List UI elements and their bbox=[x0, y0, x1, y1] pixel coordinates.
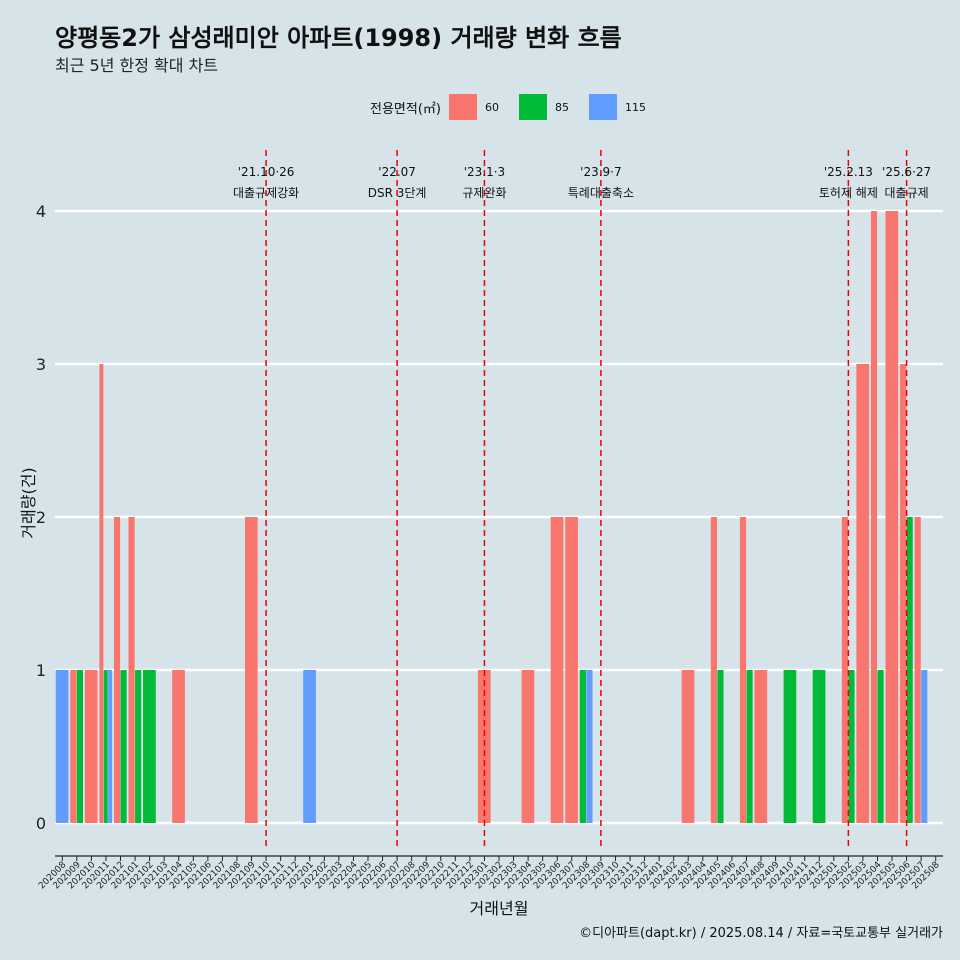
bar-85 bbox=[103, 670, 108, 823]
event-label: DSR 3단계 bbox=[368, 186, 427, 200]
bar-60 bbox=[477, 670, 491, 823]
event-date: '23.9·7 bbox=[580, 165, 621, 179]
bar-60 bbox=[681, 670, 695, 823]
legend-key-115 bbox=[588, 94, 617, 120]
legend-title: 전용면적(㎡) bbox=[370, 101, 441, 117]
chart-title: 양평동2가 삼성래미안 아파트(1998) 거래량 변화 흐름 bbox=[55, 24, 622, 52]
bar-85 bbox=[812, 670, 826, 823]
bar-85 bbox=[717, 670, 724, 823]
y-axis-title: 거래량(건) bbox=[19, 467, 38, 538]
bar-85 bbox=[783, 670, 797, 823]
bar-60 bbox=[521, 670, 535, 823]
bar-85 bbox=[746, 670, 753, 823]
event-date: '21.10·26 bbox=[238, 165, 295, 179]
bar-60 bbox=[841, 517, 848, 823]
bar-85 bbox=[877, 670, 884, 823]
legend-key-60 bbox=[448, 94, 477, 120]
bar-85 bbox=[120, 670, 127, 823]
bar-115 bbox=[108, 670, 113, 823]
bar-85 bbox=[135, 670, 142, 823]
bar-85 bbox=[143, 670, 156, 823]
bar-85 bbox=[76, 670, 83, 823]
bar-60 bbox=[172, 670, 185, 823]
y-tick-label: 0 bbox=[36, 814, 46, 833]
bar-60 bbox=[70, 670, 77, 823]
bar-60 bbox=[128, 517, 135, 823]
y-tick-label: 1 bbox=[36, 661, 46, 680]
bar-115 bbox=[303, 670, 316, 823]
event-date: '22.07 bbox=[378, 165, 416, 179]
bar-60 bbox=[550, 517, 564, 823]
event-label: 규제완화 bbox=[462, 186, 506, 200]
event-date: '25.6·27 bbox=[882, 165, 931, 179]
bar-60 bbox=[856, 364, 870, 823]
bar-60 bbox=[900, 364, 907, 823]
bar-115 bbox=[586, 670, 593, 823]
event-label: 토허제 해제 bbox=[819, 186, 878, 200]
bar-60 bbox=[113, 517, 121, 823]
bar-60 bbox=[754, 670, 768, 823]
bar-115 bbox=[921, 670, 928, 823]
bar-60 bbox=[914, 517, 921, 823]
bar-60 bbox=[739, 517, 747, 823]
event-date: '23.1·3 bbox=[464, 165, 505, 179]
bar-60 bbox=[244, 517, 258, 823]
y-tick-label: 2 bbox=[36, 508, 46, 527]
bar-85 bbox=[906, 517, 913, 823]
bar-60 bbox=[84, 670, 98, 823]
source-caption: ©디아파트(dapt.kr) / 2025.08.14 / 자료=국토교통부 실… bbox=[579, 926, 943, 941]
event-label: 특례대출축소 bbox=[568, 186, 634, 200]
legend-label-115: 115 bbox=[624, 100, 646, 114]
chart-subtitle: 최근 5년 한정 확대 차트 bbox=[55, 56, 219, 75]
y-tick-label: 3 bbox=[36, 355, 46, 374]
legend-label-85: 85 bbox=[554, 100, 569, 114]
event-date: '25.2.13 bbox=[824, 165, 873, 179]
bar-60 bbox=[885, 211, 899, 823]
x-axis-title: 거래년월 bbox=[470, 899, 529, 918]
bar-60 bbox=[99, 364, 104, 823]
bar-85 bbox=[848, 670, 855, 823]
legend-label-60: 60 bbox=[484, 100, 499, 114]
bar-85 bbox=[579, 670, 586, 823]
bar-60 bbox=[710, 517, 717, 823]
bar-115 bbox=[55, 670, 69, 823]
y-tick-label: 4 bbox=[36, 202, 46, 221]
event-label: 대출규제 bbox=[885, 186, 929, 200]
event-label: 대출규제강화 bbox=[233, 186, 299, 200]
legend: 전용면적(㎡) 60 85 115 bbox=[370, 93, 666, 121]
bar-60 bbox=[565, 517, 578, 823]
legend-key-85 bbox=[518, 94, 547, 120]
bar-60 bbox=[870, 211, 878, 823]
